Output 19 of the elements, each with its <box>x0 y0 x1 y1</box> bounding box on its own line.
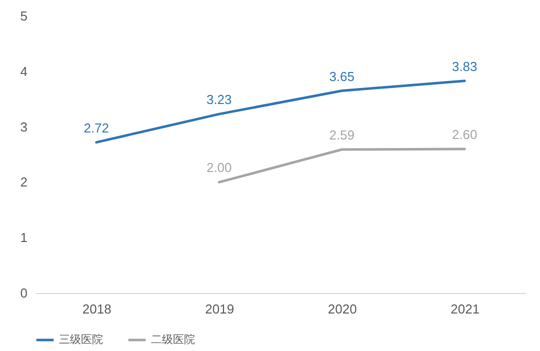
data-label: 2.72 <box>84 120 110 136</box>
y-tick-label: 1 <box>20 230 28 246</box>
x-tick-label: 2020 <box>328 302 357 316</box>
y-tick-label: 2 <box>20 174 28 190</box>
x-tick-label: 2019 <box>205 302 234 316</box>
legend-label: 二级医院 <box>151 333 195 346</box>
data-label: 3.23 <box>206 92 232 108</box>
data-label: 3.65 <box>329 68 355 84</box>
data-label: 2.60 <box>452 126 478 142</box>
y-tick-label: 3 <box>20 119 28 134</box>
y-tick-label: 5 <box>20 8 28 24</box>
data-label: 3.83 <box>452 58 478 74</box>
legend-label: 三级医院 <box>59 333 103 346</box>
x-tick-label: 2021 <box>450 302 480 316</box>
y-tick-label: 4 <box>20 64 28 79</box>
data-label: 2.59 <box>329 128 355 143</box>
x-tick-label: 2018 <box>82 302 112 316</box>
y-tick-label: 0 <box>20 286 28 300</box>
data-label: 2.00 <box>206 160 232 176</box>
